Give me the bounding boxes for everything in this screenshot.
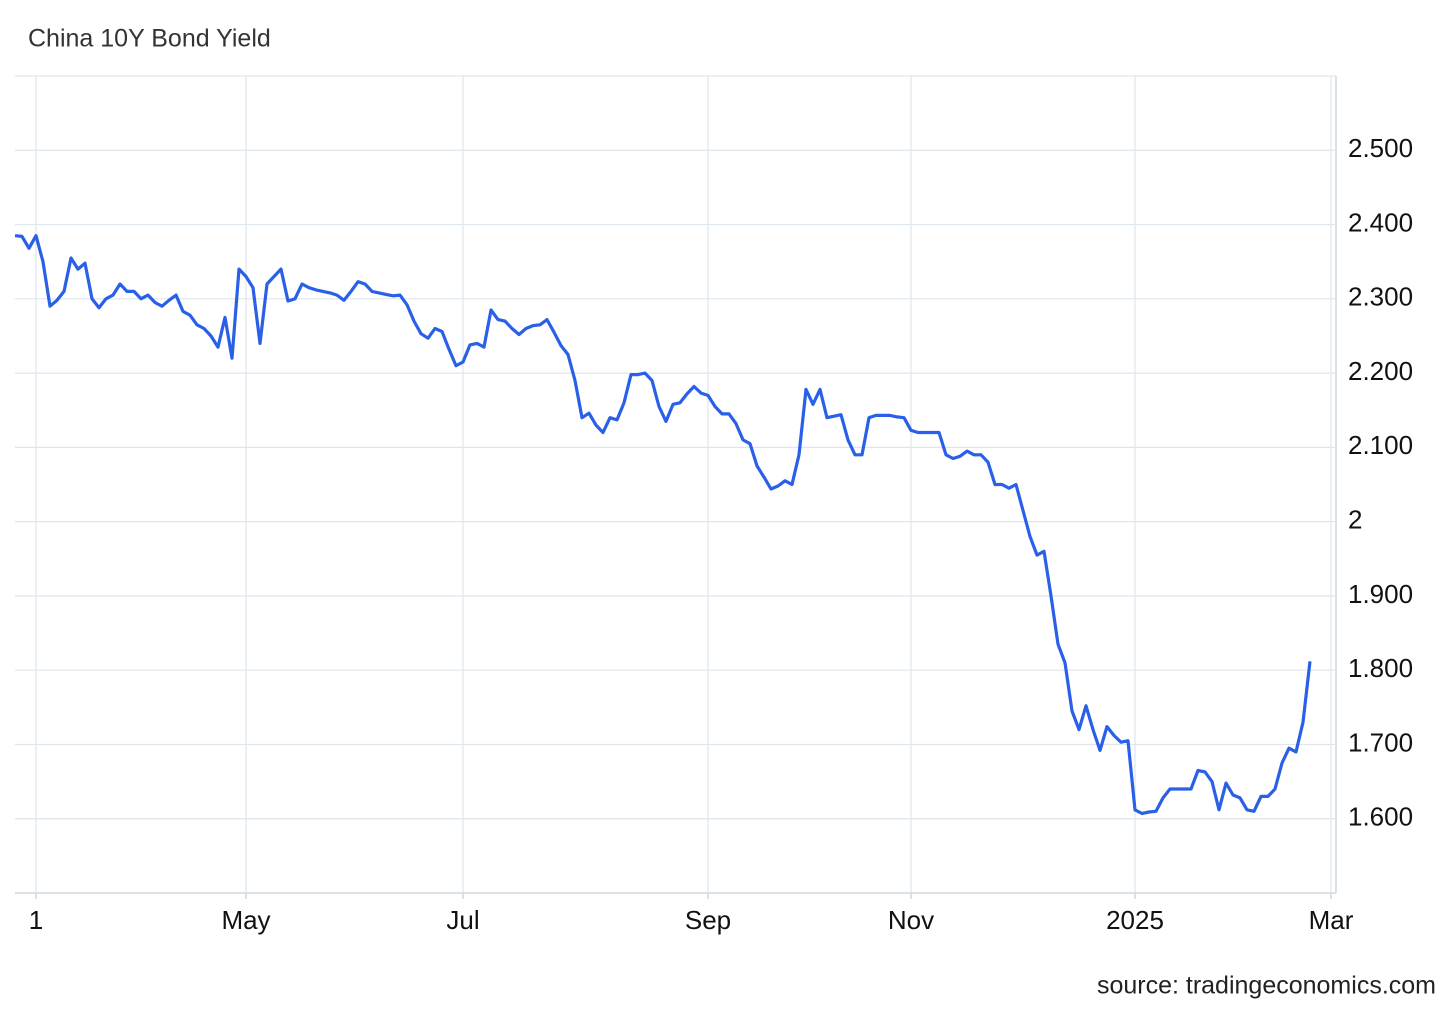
y-tick-label: 1.800 — [1348, 653, 1413, 683]
x-tick-label: Mar — [1309, 905, 1354, 935]
y-tick-label: 1.700 — [1348, 727, 1413, 757]
y-tick-label: 2.500 — [1348, 133, 1413, 163]
x-tick-label: May — [221, 905, 270, 935]
x-tick-label: 1 — [29, 905, 43, 935]
yield-line — [14, 234, 1312, 816]
chart-title: China 10Y Bond Yield — [28, 25, 271, 53]
y-tick-label: 2 — [1348, 505, 1362, 535]
x-tick-label: Nov — [888, 905, 934, 935]
x-tick-label: Sep — [685, 905, 731, 935]
y-tick-label: 2.400 — [1348, 207, 1413, 237]
x-tick-label: Jul — [446, 905, 479, 935]
y-tick-label: 2.300 — [1348, 282, 1413, 312]
y-tick-label: 2.100 — [1348, 430, 1413, 460]
y-tick-label: 1.600 — [1348, 802, 1413, 832]
y-tick-label: 2.200 — [1348, 356, 1413, 386]
source-note: source: tradingeconomics.com — [1097, 972, 1436, 1000]
x-tick-label: 2025 — [1106, 905, 1164, 935]
y-tick-label: 1.900 — [1348, 579, 1413, 609]
